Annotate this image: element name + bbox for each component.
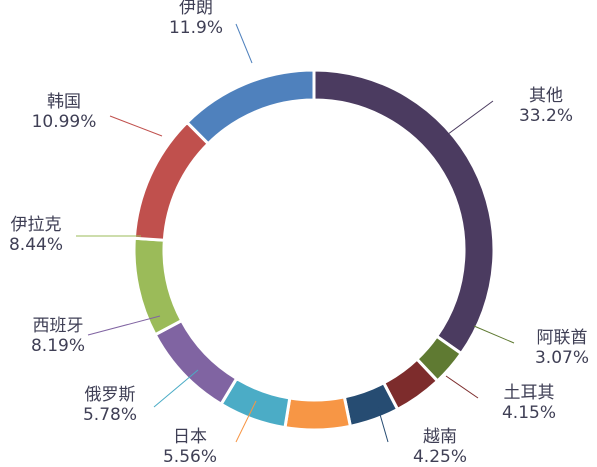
leader-line-2 <box>445 375 479 399</box>
leader-line-0 <box>439 100 494 141</box>
leader-line-6 <box>87 315 161 336</box>
donut-slice-7 <box>132 236 184 337</box>
leader-line-1 <box>473 325 515 344</box>
slice-value-label-4: 5.56% <box>163 447 217 467</box>
slice-category-label-1: 阿联酋 <box>537 328 588 348</box>
leader-lines-layer <box>76 23 515 443</box>
leader-line-9 <box>235 23 253 64</box>
slice-value-label-7: 8.44% <box>9 235 63 255</box>
slice-value-label-2: 4.15% <box>502 403 556 423</box>
slice-category-label-7: 伊拉克 <box>11 215 62 235</box>
donut-slice-0 <box>312 68 496 356</box>
leader-line-4 <box>235 400 257 443</box>
slice-value-label-0: 33.2% <box>519 106 573 126</box>
slice-category-label-8: 韩国 <box>47 92 81 112</box>
slice-value-label-9: 11.9% <box>169 18 223 38</box>
slice-category-label-6: 西班牙 <box>33 316 84 336</box>
slice-category-label-5: 俄罗斯 <box>85 385 136 405</box>
donut-slice-4 <box>283 395 353 432</box>
donut-slice-6 <box>153 318 239 407</box>
donut-slice-8 <box>132 120 211 242</box>
donut-slice-9 <box>184 68 316 146</box>
leader-line-5 <box>153 369 199 408</box>
slice-value-label-5: 5.78% <box>83 405 137 425</box>
slice-category-label-0: 其他 <box>529 86 563 106</box>
slice-category-label-3: 越南 <box>423 427 457 447</box>
slices-layer <box>132 68 496 432</box>
slice-value-label-8: 10.99% <box>32 112 97 132</box>
slice-value-label-1: 3.07% <box>535 348 589 368</box>
slice-category-label-4: 日本 <box>173 427 207 447</box>
slice-value-label-3: 4.25% <box>413 447 467 467</box>
slice-category-label-9: 伊朗 <box>179 0 213 18</box>
leader-line-3 <box>376 403 389 443</box>
leader-line-8 <box>109 115 163 137</box>
slice-category-label-2: 土耳其 <box>504 383 555 403</box>
slice-value-label-6: 8.19% <box>31 336 85 356</box>
